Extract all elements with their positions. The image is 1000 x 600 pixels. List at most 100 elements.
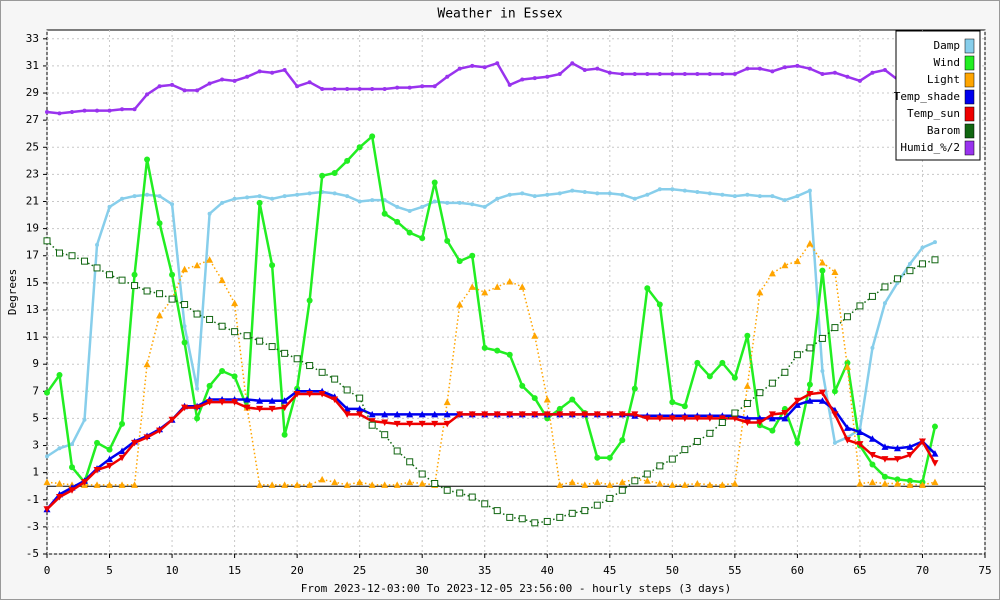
point (744, 332, 751, 339)
legend-swatch (964, 89, 975, 105)
point (806, 397, 814, 404)
point (81, 257, 89, 265)
point (844, 359, 851, 366)
legend-swatch (964, 123, 975, 139)
point (295, 84, 300, 89)
point (532, 194, 537, 199)
legend-swatch (964, 38, 975, 54)
point (318, 475, 326, 483)
point (356, 144, 363, 151)
point (318, 368, 326, 376)
point (107, 108, 112, 113)
point (556, 481, 564, 488)
point (331, 478, 339, 486)
x-tick-label: 35 (478, 564, 491, 577)
point (68, 487, 76, 494)
point (256, 337, 264, 345)
point (218, 276, 226, 284)
point (682, 188, 687, 193)
point (468, 493, 476, 501)
point (594, 454, 601, 461)
x-tick-label: 10 (165, 564, 178, 577)
point (356, 394, 364, 402)
point (345, 194, 350, 199)
point (695, 190, 700, 195)
point (531, 519, 539, 527)
point (820, 72, 825, 77)
point (520, 77, 525, 82)
point (531, 332, 539, 339)
point (831, 411, 839, 418)
chart-title: Weather in Essex (437, 7, 562, 22)
point (719, 359, 726, 366)
point (381, 419, 389, 426)
point (169, 271, 176, 278)
x-tick-label: 65 (853, 564, 866, 577)
point (406, 229, 413, 236)
point (793, 257, 801, 265)
point (568, 509, 576, 517)
point (270, 196, 275, 201)
point (743, 419, 751, 426)
point (44, 389, 50, 396)
point (906, 267, 914, 275)
point (856, 441, 864, 448)
point (631, 411, 639, 418)
point (56, 480, 64, 487)
point (906, 452, 914, 459)
y-tick-label: 19 (26, 222, 39, 235)
point (918, 438, 926, 445)
point (431, 420, 439, 428)
point (881, 480, 889, 487)
x-tick-label: 15 (228, 564, 241, 577)
point (270, 70, 275, 75)
point (693, 480, 701, 487)
point (393, 420, 401, 428)
point (706, 481, 714, 488)
point (368, 421, 376, 429)
point (256, 199, 263, 206)
point (706, 415, 714, 422)
point (856, 302, 864, 310)
legend-swatch (964, 106, 975, 122)
point (245, 195, 250, 200)
point (118, 481, 126, 488)
point (131, 271, 138, 278)
point (668, 455, 676, 463)
point (581, 411, 589, 418)
point (243, 404, 251, 412)
point (57, 446, 62, 451)
point (918, 260, 926, 268)
point (207, 81, 212, 86)
point (768, 269, 776, 277)
point (881, 283, 889, 291)
point (393, 481, 401, 488)
x-tick-label: 20 (291, 564, 304, 577)
point (745, 66, 750, 71)
point (920, 245, 925, 250)
point (818, 334, 826, 342)
point (370, 198, 375, 203)
point (718, 415, 726, 422)
point (156, 311, 164, 319)
point (293, 481, 301, 488)
point (406, 410, 414, 418)
point (906, 481, 914, 488)
point (331, 170, 338, 177)
point (256, 397, 264, 404)
point (107, 204, 112, 209)
point (432, 199, 437, 204)
point (282, 67, 287, 72)
point (881, 443, 889, 450)
point (656, 415, 664, 422)
y-tick-label: -3 (26, 520, 39, 533)
point (245, 74, 250, 79)
point (70, 442, 75, 447)
point (231, 328, 239, 336)
point (782, 198, 787, 203)
point (281, 349, 289, 357)
point (931, 423, 938, 430)
point (893, 456, 901, 463)
point (932, 240, 937, 245)
